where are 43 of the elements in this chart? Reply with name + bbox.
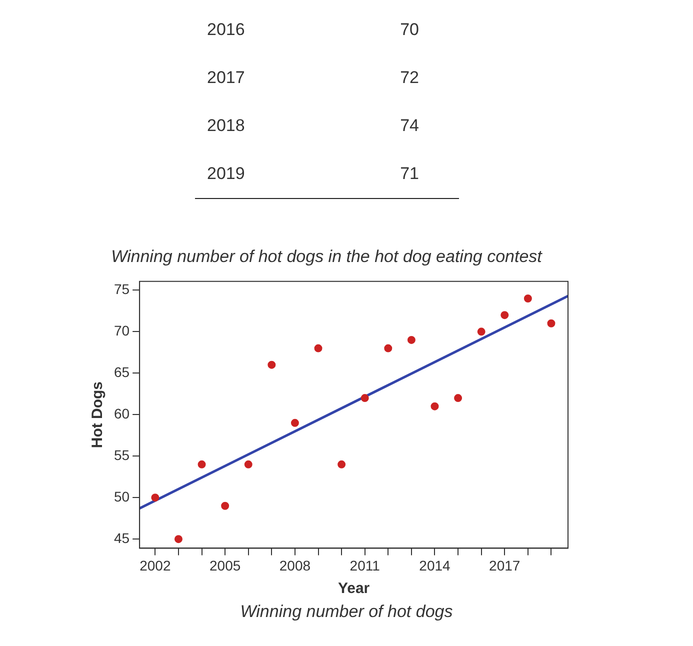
point <box>360 394 369 402</box>
x-tick-label: 2011 <box>350 557 380 574</box>
point <box>477 328 486 336</box>
text: 74 <box>399 115 420 137</box>
x-tick-label: 2005 <box>209 557 241 574</box>
point <box>500 311 509 320</box>
x-tick-label: 2002 <box>140 557 171 574</box>
point <box>524 294 532 302</box>
point <box>174 535 182 544</box>
x-tick-label: 2014 <box>419 557 451 574</box>
point <box>384 344 392 352</box>
point <box>268 360 276 369</box>
text: 2017 <box>206 67 246 89</box>
y-tick-label: 75 <box>114 281 130 298</box>
chart-title: Winning number of hot dogs in the hot dog eating contest <box>111 246 544 266</box>
y-tick-label: 55 <box>114 446 130 463</box>
point <box>454 394 462 402</box>
point <box>151 494 160 502</box>
y-tick-label: 50 <box>114 488 130 504</box>
text: 2019 <box>206 163 246 185</box>
y-tick-label: 60 <box>114 405 130 422</box>
point <box>198 460 206 468</box>
point <box>314 344 322 352</box>
y-axis-title: Hot Dogs <box>89 381 106 448</box>
point <box>430 402 439 410</box>
point <box>244 460 252 468</box>
y-tick-label: 65 <box>114 364 130 380</box>
x-tick-label: 2008 <box>279 557 311 574</box>
point <box>221 502 230 510</box>
text: 71 <box>399 163 420 185</box>
y-tick-label: 45 <box>114 530 130 546</box>
point <box>338 460 346 468</box>
point <box>547 319 556 328</box>
text: Winning number of hot dogs <box>239 602 454 622</box>
point <box>407 336 416 344</box>
x-axis-title: Year <box>338 580 370 598</box>
point <box>290 418 299 427</box>
text: 72 <box>399 67 420 89</box>
text: 70 <box>399 19 420 41</box>
text: 2018 <box>206 115 246 137</box>
x-tick-label: 2017 <box>489 557 520 574</box>
text: 2016 <box>206 19 246 41</box>
y-tick-label: 70 <box>114 322 130 339</box>
